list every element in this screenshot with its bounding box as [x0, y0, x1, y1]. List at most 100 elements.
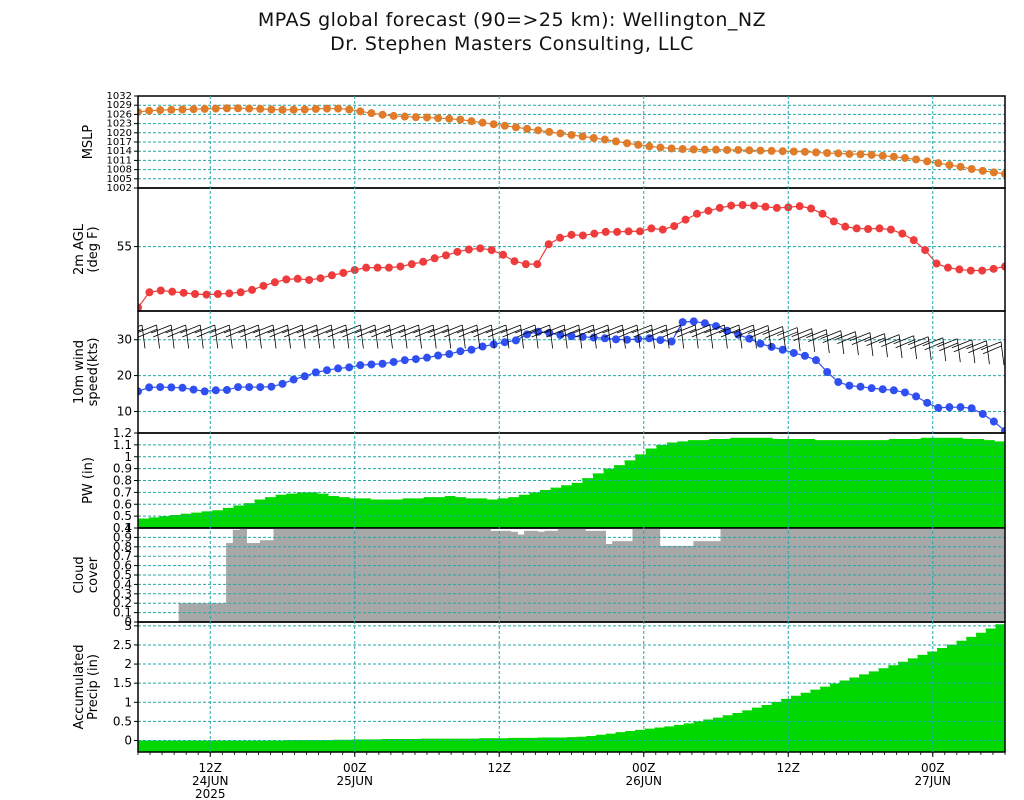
- wind-barb-staff: [447, 324, 452, 349]
- panel-0: 1002100510081011101410171020102310261029…: [81, 91, 1006, 194]
- x-tick-label: 26JUN: [625, 774, 662, 788]
- wind-barb-staff: [709, 324, 714, 349]
- panel-content: [138, 624, 1005, 752]
- cloud-bar: [530, 530, 539, 622]
- data-point: [818, 209, 827, 218]
- data-point: [989, 417, 998, 426]
- cloud-bar: [605, 543, 613, 622]
- data-point: [667, 144, 676, 153]
- title-line-1: MPAS global forecast (90=>25 km): Wellin…: [257, 9, 767, 31]
- series-line: [138, 107, 1005, 175]
- y-tick-label: 0.8: [113, 540, 132, 554]
- data-point: [778, 147, 787, 156]
- data-point: [189, 385, 198, 394]
- data-point: [225, 289, 234, 298]
- data-point: [756, 339, 765, 348]
- data-point: [689, 317, 698, 326]
- x-tick-label: 00Z: [343, 761, 367, 775]
- wind-barb-staff: [389, 324, 393, 349]
- wind-barb-staff: [199, 324, 204, 349]
- cloud-bar: [944, 528, 952, 622]
- wind-barb-staff: [563, 324, 568, 349]
- cloud-bar: [977, 528, 986, 622]
- wind-barb-feather: [413, 324, 434, 334]
- data-point: [889, 386, 898, 395]
- panel-5: 0 0.5 1 1.5 2 2.5 3 Accumulated Precip (in): [72, 619, 1006, 753]
- data-point: [670, 222, 679, 231]
- data-point: [978, 266, 987, 275]
- data-point: [453, 247, 462, 256]
- data-point: [179, 288, 188, 297]
- data-point: [745, 334, 754, 343]
- data-point: [834, 149, 843, 158]
- data-point: [750, 201, 759, 210]
- data-point: [624, 227, 633, 236]
- data-point: [823, 368, 832, 376]
- cloud-bar: [734, 528, 742, 622]
- x-tick-label: 00Z: [921, 761, 945, 775]
- data-point: [178, 105, 187, 114]
- data-point: [567, 230, 576, 239]
- cloud-bar: [557, 528, 566, 622]
- x-tick-label: 12Z: [199, 761, 223, 775]
- data-point: [656, 336, 665, 345]
- wind-barb-feather: [138, 328, 144, 332]
- data-point: [168, 287, 177, 296]
- wind-barb-feather: [415, 328, 435, 338]
- x-tick-label: 25JUN: [336, 774, 373, 788]
- data-point: [678, 145, 687, 154]
- cloud-bar: [496, 530, 505, 622]
- data-point: [727, 201, 736, 210]
- y-tick-label: 1.1: [113, 438, 132, 452]
- data-point: [138, 303, 142, 311]
- data-point: [278, 379, 287, 388]
- wind-barb-feather: [473, 328, 493, 338]
- data-point: [178, 383, 187, 392]
- data-point: [681, 215, 690, 224]
- data-point: [692, 209, 701, 218]
- data-point: [545, 127, 554, 136]
- wind-barb-feather: [485, 324, 507, 334]
- cloud-bar: [625, 541, 634, 622]
- wind-barb-feather: [138, 328, 158, 338]
- wind-barb-feather: [895, 339, 915, 349]
- data-point: [978, 166, 987, 175]
- cloud-bar: [713, 541, 722, 622]
- data-point: [345, 105, 354, 114]
- data-point: [658, 225, 667, 234]
- wind-barb-staff: [316, 324, 321, 349]
- wind-barb-staff: [156, 324, 160, 349]
- wind-barb-feather: [223, 324, 245, 334]
- cloud-bar: [612, 541, 620, 622]
- data-point: [400, 112, 409, 121]
- data-point: [723, 145, 732, 154]
- y-axis-title: MSLP: [81, 125, 96, 160]
- data-point: [362, 263, 371, 272]
- wind-barb-feather: [953, 343, 974, 353]
- cloud-bar: [347, 528, 356, 622]
- data-point: [834, 378, 843, 387]
- wind-barb-staff: [432, 324, 437, 349]
- wind-barb-feather: [340, 324, 361, 334]
- data-point: [234, 104, 243, 113]
- y-tick-label: 1017: [107, 137, 132, 148]
- wind-barb-feather: [444, 328, 464, 338]
- cloud-bar: [652, 528, 661, 622]
- wind-barb-feather: [589, 328, 610, 338]
- data-point: [511, 123, 520, 132]
- data-point: [467, 117, 476, 126]
- data-point: [956, 403, 965, 412]
- data-point: [623, 335, 632, 344]
- data-point: [795, 202, 804, 211]
- data-point: [156, 383, 165, 392]
- data-point: [898, 229, 907, 238]
- cloud-bar: [503, 530, 512, 622]
- data-point: [829, 217, 838, 226]
- wind-barb-staff: [330, 324, 335, 349]
- cloud-bar: [551, 530, 559, 622]
- y-tick-label: 1014: [107, 146, 132, 157]
- wind-barb-feather: [966, 340, 987, 350]
- wind-barb-feather: [662, 328, 682, 338]
- data-point: [745, 146, 754, 155]
- data-point: [245, 104, 254, 113]
